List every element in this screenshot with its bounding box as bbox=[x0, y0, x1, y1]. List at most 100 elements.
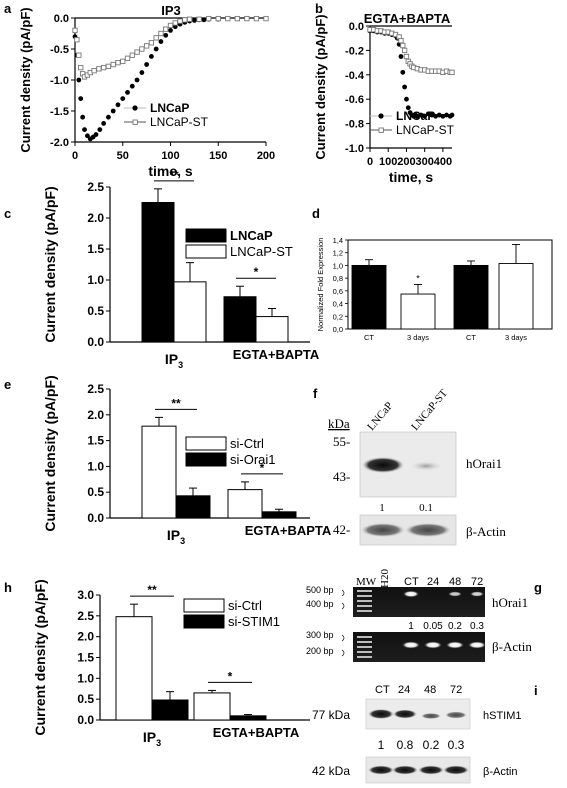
x-tick-label: 50 bbox=[117, 150, 129, 162]
data-point bbox=[158, 39, 164, 44]
data-point bbox=[440, 113, 446, 119]
blot-i-target-actin: β-Actin bbox=[483, 766, 517, 778]
y-tick-label: 2.5 bbox=[77, 609, 94, 623]
y-tick-label: 1.5 bbox=[77, 651, 94, 665]
y-tick-label: 0,4 bbox=[333, 300, 343, 309]
blot-f-target-actin: β-Actin bbox=[466, 524, 506, 539]
blot-f-actin-band-1 bbox=[361, 523, 405, 537]
bar bbox=[175, 495, 211, 519]
y-tick-label: 0,2 bbox=[333, 312, 343, 321]
gel-g-lane-48: 48 bbox=[449, 576, 461, 588]
y-tick-label: 0,0 bbox=[333, 325, 343, 334]
series-lncap-st bbox=[72, 15, 269, 80]
y-tick-label: 2.0 bbox=[77, 630, 94, 644]
blot-f-target-orai1: hOrai1 bbox=[466, 456, 502, 471]
chart-e: 0.0 0.5 1.0 1.5 2.0 2.5 Current density (pA/pF… bbox=[42, 375, 332, 546]
y-tick-label: 2.0 bbox=[87, 408, 104, 422]
x-axis-label: time, s bbox=[148, 163, 193, 179]
x-tick-label: 200 bbox=[257, 150, 275, 162]
charts-layer: -2.0-1.5-1.0-0.50.00 50 100 150 200IP3time, … bbox=[18, 3, 553, 748]
data-point bbox=[105, 63, 112, 70]
legend-label: LNCaP bbox=[230, 228, 273, 243]
gel-g-lane-72: 72 bbox=[471, 576, 483, 588]
data-point bbox=[85, 133, 90, 139]
blot-i-lane-48: 48 bbox=[424, 684, 436, 696]
panel-label-h: h bbox=[4, 580, 12, 595]
y-tick-label: 0.5 bbox=[87, 485, 104, 499]
data-point bbox=[418, 112, 424, 118]
blot-i-lane-24: 24 bbox=[398, 684, 410, 696]
chart-title: EGTA+BAPTA bbox=[364, 11, 451, 26]
panel-label-f: f bbox=[313, 386, 318, 401]
blot-i-marker-77: 77 kDa bbox=[312, 708, 350, 722]
y-tick-label: 0.5 bbox=[77, 692, 94, 706]
y-tick-label: -0.2 bbox=[345, 45, 364, 57]
data-point bbox=[76, 52, 82, 58]
significance-label: ** bbox=[171, 396, 181, 410]
x-tick-label: 400 bbox=[434, 156, 452, 168]
data-point bbox=[263, 15, 269, 22]
y-tick-label: 0,6 bbox=[333, 287, 343, 296]
data-point bbox=[78, 64, 84, 71]
bar bbox=[151, 699, 189, 721]
x-tick-label: 100 bbox=[161, 150, 179, 162]
y-tick-label: -2.0 bbox=[50, 137, 69, 149]
bar bbox=[223, 296, 257, 343]
data-point bbox=[414, 113, 420, 119]
y-tick-label: 2.5 bbox=[87, 382, 104, 396]
data-point bbox=[244, 15, 250, 22]
legend-label: LNCaP bbox=[396, 109, 435, 123]
gel-g-actin-24 bbox=[424, 641, 442, 649]
significance-label: * bbox=[416, 274, 420, 284]
data-point bbox=[97, 127, 103, 132]
data-point bbox=[433, 113, 438, 119]
category-label: CT bbox=[466, 333, 476, 342]
y-tick-label: 1.5 bbox=[87, 242, 104, 256]
gel-g-actin-72 bbox=[468, 641, 486, 649]
blot-i-band-24 bbox=[393, 709, 417, 719]
legend-marker bbox=[132, 119, 138, 125]
blot-f-marker-42: 42- bbox=[333, 522, 350, 537]
data-point bbox=[72, 27, 78, 34]
data-point bbox=[168, 28, 173, 33]
legend-swatch bbox=[185, 244, 227, 259]
x-axis-label: time, s bbox=[389, 169, 434, 185]
panel-label-c: c bbox=[4, 206, 11, 221]
chart-c: 0.0 0.5 1.0 1.5 2.0 2.5 Current density (pA/pF… bbox=[42, 168, 320, 370]
category-label-main: IP bbox=[143, 729, 156, 745]
blot-i-quant-3: 0.2 bbox=[423, 738, 440, 752]
category-label: 3 days bbox=[505, 333, 527, 342]
data-point bbox=[405, 105, 411, 111]
gel-g: MW H20 CT 24 48 72 500 bp 400 bp hOrai1 … bbox=[306, 569, 532, 662]
gel-g-image-actin bbox=[353, 632, 485, 662]
data-point bbox=[234, 15, 240, 22]
y-tick-label: -0.5 bbox=[50, 44, 69, 56]
gel-g-target-actin: β-Actin bbox=[492, 639, 532, 654]
blot-i-marker-42: 42 kDa bbox=[312, 764, 350, 778]
bar bbox=[115, 616, 153, 721]
data-point bbox=[403, 53, 410, 60]
blot-f-lane-2: LNCaP-ST bbox=[409, 387, 450, 433]
y-tick-label: 1.0 bbox=[87, 273, 104, 287]
data-point bbox=[110, 108, 116, 114]
data-point bbox=[74, 37, 80, 43]
series-lncap-st bbox=[367, 27, 455, 76]
data-point bbox=[444, 112, 449, 118]
x-tick-label: 100 bbox=[379, 156, 397, 168]
gel-g-lane-h20: H20 bbox=[379, 569, 391, 588]
y-tick-label: 0.0 bbox=[77, 713, 94, 727]
data-point bbox=[429, 112, 435, 118]
data-point bbox=[201, 17, 207, 23]
blot-f-quant-2: 0.1 bbox=[419, 502, 433, 514]
y-tick-label: 0.0 bbox=[87, 511, 104, 525]
blot-i-actin-24 bbox=[392, 765, 418, 775]
legend-swatch bbox=[185, 228, 227, 243]
bar bbox=[400, 293, 436, 330]
legend-marker bbox=[378, 127, 384, 133]
category-label: IP3 bbox=[167, 527, 185, 546]
data-point bbox=[436, 112, 442, 118]
data-point bbox=[177, 18, 183, 24]
gel-g-ladder-bottom bbox=[357, 636, 372, 658]
gel-g-target-orai1: hOrai1 bbox=[492, 595, 528, 610]
